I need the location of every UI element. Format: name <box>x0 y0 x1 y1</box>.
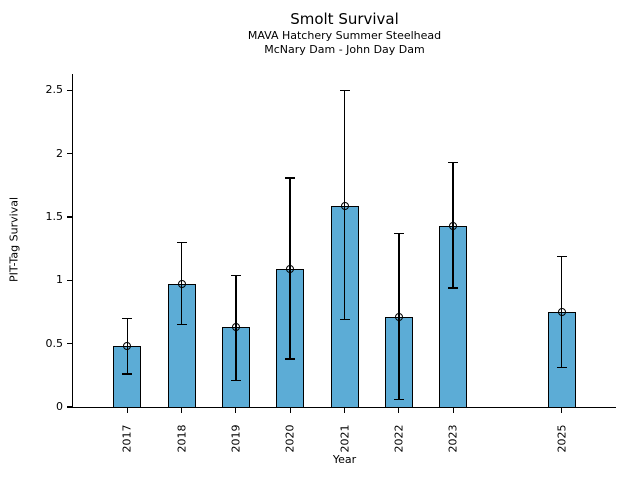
x-tick-mark <box>398 408 400 414</box>
y-tick-label: 2.5 <box>45 83 64 97</box>
y-tick-mark <box>66 89 72 92</box>
error-cap-top <box>122 317 133 320</box>
point-marker-2020 <box>286 264 295 273</box>
y-tick-label: 0.5 <box>45 336 64 350</box>
error-cap-bottom <box>285 358 296 360</box>
y-tick-mark <box>66 153 72 155</box>
x-tick-mark <box>181 408 183 414</box>
y-tick-label: 2 <box>56 146 63 160</box>
x-tick-label-2019: 2019 <box>229 424 243 452</box>
x-tick-mark <box>452 408 454 414</box>
x-tick-label-2018: 2018 <box>175 424 189 452</box>
error-cap-bottom <box>176 323 187 326</box>
error-cap-bottom <box>339 318 350 321</box>
x-tick-label-2025: 2025 <box>555 424 569 452</box>
bar-2023 <box>439 225 468 408</box>
y-tick-label: 1 <box>56 273 63 287</box>
error-cap-top <box>230 274 241 277</box>
error-cap-bottom <box>230 379 241 382</box>
point-marker-2021 <box>340 201 349 210</box>
error-cap-bottom <box>448 287 459 289</box>
y-tick-mark <box>66 279 72 281</box>
point-marker-2022 <box>394 313 403 322</box>
x-tick-label-2022: 2022 <box>392 424 406 452</box>
x-tick-mark <box>343 408 346 414</box>
y-tick-mark <box>66 343 72 345</box>
error-cap-top <box>393 232 404 235</box>
title-block: Smolt Survival MAVA Hatchery Summer Stee… <box>73 10 616 57</box>
x-tick-mark <box>561 408 563 414</box>
point-marker-2019 <box>231 323 240 332</box>
error-cap-bottom <box>122 373 133 375</box>
error-cap-bottom <box>556 366 567 369</box>
error-cap-bottom <box>393 398 404 401</box>
x-tick-label-2020: 2020 <box>283 424 297 452</box>
point-marker-2025 <box>557 308 566 317</box>
x-tick-mark <box>289 408 291 414</box>
x-tick-mark <box>126 408 128 414</box>
y-axis-label: PIT-Tag Survival <box>7 197 21 283</box>
point-marker-2017 <box>123 342 132 351</box>
error-cap-top <box>339 89 350 92</box>
point-marker-2018 <box>177 280 186 289</box>
error-cap-top <box>556 255 567 258</box>
x-tick-label-2023: 2023 <box>446 424 460 452</box>
point-marker-2023 <box>449 221 458 230</box>
x-tick-label-2021: 2021 <box>338 424 351 452</box>
y-tick-mark <box>66 406 72 408</box>
x-tick-label-2017: 2017 <box>120 424 134 452</box>
chart-subtitle-line1: MAVA Hatchery Summer Steelhead <box>247 29 442 42</box>
error-cap-top <box>448 161 459 164</box>
y-tick-mark <box>66 216 72 218</box>
chart-title: Smolt Survival <box>290 10 399 28</box>
y-axis-spine <box>71 74 73 407</box>
chart-subtitle-line2: McNary Dam - John Day Dam <box>264 43 425 56</box>
error-cap-top <box>176 241 187 244</box>
x-axis-label: Year <box>332 453 357 466</box>
x-tick-mark <box>235 408 237 414</box>
error-cap-top <box>285 177 296 179</box>
y-tick-label: 0 <box>56 400 63 413</box>
y-tick-label: 1.5 <box>45 210 64 224</box>
